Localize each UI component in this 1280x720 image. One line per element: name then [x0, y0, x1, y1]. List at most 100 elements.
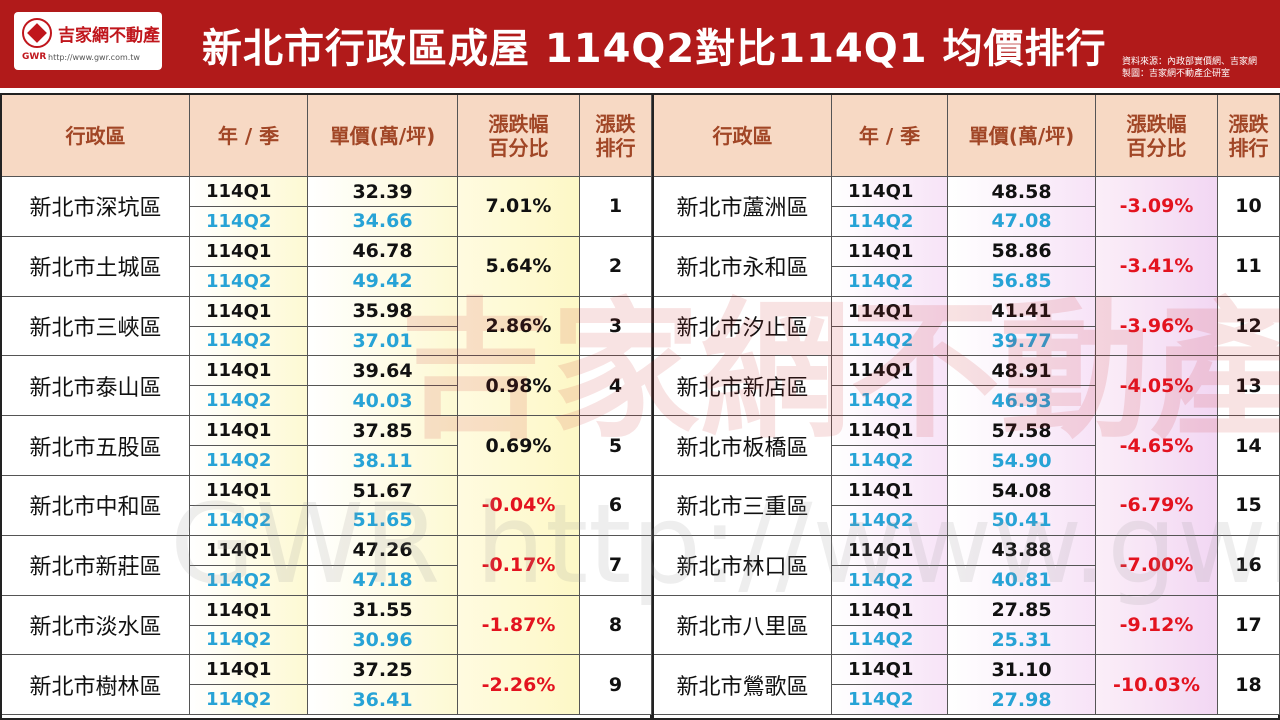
- period-q1-cell: 114Q1: [832, 177, 948, 207]
- rank-cell: 15: [1218, 476, 1280, 536]
- period-q2-cell: 114Q2: [832, 326, 948, 357]
- period-q1-cell: 114Q1: [832, 476, 948, 506]
- price-q2-cell: 47.08: [948, 207, 1096, 237]
- rank-cell: 3: [580, 296, 652, 357]
- price-q2-cell: 51.65: [308, 506, 458, 536]
- period-q1-cell: 114Q1: [832, 296, 948, 327]
- page-title: 新北市行政區成屋 114Q2對比114Q1 均價排行: [202, 26, 1107, 72]
- change-cell: -3.09%: [1096, 177, 1218, 237]
- change-cell: 0.98%: [458, 356, 580, 417]
- period-q1-cell: 114Q1: [190, 177, 308, 207]
- source-line-1: 資料來源：內政部實價網、吉家網: [1122, 57, 1258, 67]
- district-cell: 新北市中和區: [2, 476, 190, 536]
- price-q1-cell: 46.78: [308, 236, 458, 267]
- rank-cell: 9: [580, 655, 652, 716]
- period-q2-cell: 114Q2: [832, 685, 948, 716]
- district-cell: 新北市新莊區: [2, 535, 190, 596]
- rank-cell: 1: [580, 177, 652, 237]
- col-header-rank: 漲跌 排行: [580, 95, 652, 177]
- price-q2-cell: 39.77: [948, 326, 1096, 357]
- change-cell: -3.41%: [1096, 236, 1218, 297]
- district-cell: 新北市汐止區: [654, 296, 832, 357]
- col-header-period: 年 / 季: [190, 95, 308, 177]
- period-q1-cell: 114Q1: [190, 476, 308, 506]
- change-cell: 2.86%: [458, 296, 580, 357]
- rank-cell: 2: [580, 236, 652, 297]
- price-q1-cell: 32.39: [308, 177, 458, 207]
- col-header-change-l2: 百分比: [488, 135, 549, 160]
- period-q2-cell: 114Q2: [190, 386, 308, 417]
- district-cell: 新北市泰山區: [2, 356, 190, 417]
- period-q2-cell: 114Q2: [190, 266, 308, 297]
- district-cell: 新北市樹林區: [2, 655, 190, 716]
- district-cell: 新北市土城區: [2, 236, 190, 297]
- district-cell: 新北市深坑區: [2, 177, 190, 237]
- price-q1-cell: 57.58: [948, 416, 1096, 447]
- price-q2-cell: 30.96: [308, 625, 458, 656]
- period-q2-cell: 114Q2: [832, 266, 948, 297]
- price-q1-cell: 31.55: [308, 595, 458, 626]
- price-q2-cell: 27.98: [948, 685, 1096, 716]
- col-header-rank-l1: 漲跌: [1228, 111, 1269, 136]
- period-q2-cell: 114Q2: [190, 565, 308, 596]
- col-header-rank: 漲跌 排行: [1218, 95, 1280, 177]
- rank-cell: 8: [580, 595, 652, 656]
- rank-cell: 14: [1218, 416, 1280, 476]
- district-cell: 新北市新店區: [654, 356, 832, 417]
- period-q2-cell: 114Q2: [832, 386, 948, 417]
- price-q2-cell: 40.81: [948, 565, 1096, 596]
- period-q1-cell: 114Q1: [832, 535, 948, 566]
- house-logo-icon: [22, 18, 52, 48]
- change-cell: -7.00%: [1096, 535, 1218, 596]
- rank-cell: 5: [580, 416, 652, 476]
- period-q2-cell: 114Q2: [190, 685, 308, 716]
- change-cell: 0.69%: [458, 416, 580, 476]
- price-q1-cell: 27.85: [948, 595, 1096, 626]
- price-q2-cell: 37.01: [308, 326, 458, 357]
- period-q2-cell: 114Q2: [190, 326, 308, 357]
- period-q1-cell: 114Q1: [832, 356, 948, 387]
- district-cell: 新北市蘆洲區: [654, 177, 832, 237]
- period-q2-cell: 114Q2: [832, 625, 948, 656]
- period-q1-cell: 114Q1: [190, 655, 308, 686]
- col-header-change-l1: 漲跌幅: [488, 111, 549, 136]
- price-q2-cell: 40.03: [308, 386, 458, 417]
- rank-cell: 10: [1218, 177, 1280, 237]
- price-q1-cell: 37.25: [308, 655, 458, 686]
- rank-cell: 13: [1218, 356, 1280, 417]
- price-q1-cell: 43.88: [948, 535, 1096, 566]
- period-q2-cell: 114Q2: [190, 446, 308, 476]
- period-q2-cell: 114Q2: [832, 565, 948, 596]
- district-cell: 新北市淡水區: [2, 595, 190, 656]
- rank-cell: 17: [1218, 595, 1280, 656]
- period-q1-cell: 114Q1: [190, 356, 308, 387]
- district-cell: 新北市八里區: [654, 595, 832, 656]
- district-cell: 新北市林口區: [654, 535, 832, 596]
- price-q1-cell: 31.10: [948, 655, 1096, 686]
- price-q2-cell: 38.11: [308, 446, 458, 476]
- logo-url: http://www.gwr.com.tw: [48, 53, 140, 62]
- change-cell: -3.96%: [1096, 296, 1218, 357]
- ranking-table-right: 行政區年 / 季單價(萬/坪) 漲跌幅 百分比 漲跌 排行 新北市蘆洲區 114Q1 114Q…: [652, 93, 1280, 720]
- change-cell: -9.12%: [1096, 595, 1218, 656]
- period-q1-cell: 114Q1: [190, 416, 308, 447]
- price-q2-cell: 47.18: [308, 565, 458, 596]
- col-header-price: 單價(萬/坪): [948, 95, 1096, 177]
- col-header-district: 行政區: [2, 95, 190, 177]
- period-q1-cell: 114Q1: [832, 595, 948, 626]
- col-header-change: 漲跌幅 百分比: [458, 95, 580, 177]
- price-q1-cell: 39.64: [308, 356, 458, 387]
- price-q1-cell: 48.91: [948, 356, 1096, 387]
- period-q2-cell: 114Q2: [190, 506, 308, 536]
- logo-text: 吉家網不動產: [58, 26, 160, 46]
- period-q2-cell: 114Q2: [832, 446, 948, 476]
- period-q1-cell: 114Q1: [190, 535, 308, 566]
- price-q1-cell: 47.26: [308, 535, 458, 566]
- change-cell: -1.87%: [458, 595, 580, 656]
- change-cell: -6.79%: [1096, 476, 1218, 536]
- rank-cell: 6: [580, 476, 652, 536]
- rank-cell: 12: [1218, 296, 1280, 357]
- price-q2-cell: 46.93: [948, 386, 1096, 417]
- period-q1-cell: 114Q1: [832, 236, 948, 267]
- period-q2-cell: 114Q2: [190, 625, 308, 656]
